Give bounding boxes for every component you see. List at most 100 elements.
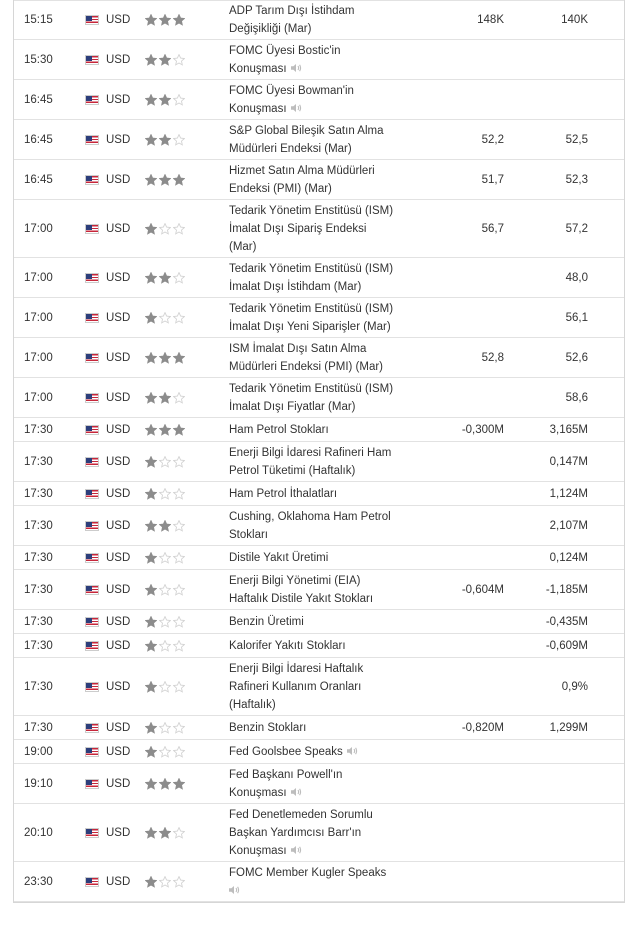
- event-name-line[interactable]: Cushing, Oklahoma Ham Petrol: [229, 510, 391, 523]
- event-row[interactable]: 17:30 USD Distile Yakıt Üretimi 0,124M: [14, 546, 624, 570]
- event-name[interactable]: Distile Yakıt Üretimi: [229, 549, 401, 567]
- event-row[interactable]: 17:00 USD Tedarik Yönetim Enstitüsü (ISM…: [14, 200, 624, 258]
- event-name[interactable]: ISM İmalat Dışı Satın Alma Müdürleri Ende…: [229, 340, 401, 376]
- event-name[interactable]: S&P Global Bileşik Satın Alma Müdürleri E…: [229, 122, 401, 158]
- event-name[interactable]: Ham Petrol Stokları: [229, 421, 401, 439]
- event-name[interactable]: FOMC Üyesi Bostic'in Konuşması: [229, 42, 401, 78]
- event-name-line[interactable]: Enerji Bilgi İdaresi Rafineri Ham: [229, 446, 392, 459]
- event-row[interactable]: 23:30 USD FOMC Member Kugler Speaks: [14, 862, 624, 902]
- event-name[interactable]: Tedarik Yönetim Enstitüsü (ISM) İmalat Dı…: [229, 202, 401, 256]
- event-name-line[interactable]: ISM İmalat Dışı Satın Alma: [229, 342, 367, 355]
- event-name[interactable]: Benzin Stokları: [229, 719, 401, 737]
- event-name[interactable]: Tedarik Yönetim Enstitüsü (ISM) İmalat Dı…: [229, 300, 401, 336]
- event-name-line[interactable]: Stokları: [229, 528, 268, 541]
- event-name-line[interactable]: FOMC Üyesi Bostic'in: [229, 44, 341, 57]
- event-row[interactable]: 17:30 USD Ham Petrol Stokları -0,300M 3,…: [14, 418, 624, 442]
- event-name-line[interactable]: Ham Petrol İthalatları: [229, 487, 338, 500]
- event-name-line[interactable]: Distile Yakıt Üretimi: [229, 551, 329, 564]
- event-name-line[interactable]: Endeksi (PMI) (Mar): [229, 182, 332, 195]
- event-name-line[interactable]: Ham Petrol Stokları: [229, 423, 329, 436]
- speaker-icon[interactable]: [346, 746, 358, 756]
- event-name-line[interactable]: Benzin Üretimi: [229, 615, 304, 628]
- event-name-line[interactable]: FOMC Üyesi Bowman'in: [229, 84, 354, 97]
- event-name-line[interactable]: Enerji Bilgi İdaresi Haftalık: [229, 662, 364, 675]
- event-row[interactable]: 17:30 USD Enerji Bilgi İdaresi Haftalık R…: [14, 658, 624, 716]
- event-name-line[interactable]: Tedarik Yönetim Enstitüsü (ISM): [229, 302, 394, 315]
- event-name[interactable]: Fed Başkanı Powell'ın Konuşması: [229, 766, 401, 802]
- event-row[interactable]: 16:45 USD Hizmet Satın Alma Müdürleri End…: [14, 160, 624, 200]
- event-name[interactable]: Enerji Bilgi İdaresi Haftalık Rafineri Ku…: [229, 660, 401, 714]
- event-row[interactable]: 17:00 USD ISM İmalat Dışı Satın Alma Müdü…: [14, 338, 624, 378]
- event-name-line[interactable]: Tedarik Yönetim Enstitüsü (ISM): [229, 262, 394, 275]
- event-name-line[interactable]: Değişikliği (Mar): [229, 23, 312, 35]
- speaker-icon[interactable]: [229, 885, 240, 895]
- event-row[interactable]: 16:45 USD FOMC Üyesi Bowman'in Konuşması: [14, 80, 624, 120]
- event-name-line[interactable]: Başkan Yardımcısı Barr'ın: [229, 826, 362, 839]
- event-name-line[interactable]: (Mar): [229, 240, 257, 253]
- event-row[interactable]: 19:00 USD Fed Goolsbee Speaks: [14, 740, 624, 764]
- event-row[interactable]: 15:15 USD ADP Tarım Dışı İstihdam Değişik…: [14, 0, 624, 40]
- event-row[interactable]: 17:30 USD Enerji Bilgi Yönetimi (EIA) Haf…: [14, 570, 624, 610]
- event-row[interactable]: 17:30 USD Cushing, Oklahoma Ham Petrol St…: [14, 506, 624, 546]
- event-row[interactable]: 17:30 USD Ham Petrol İthalatları 1,124M: [14, 482, 624, 506]
- event-row[interactable]: 17:00 USD Tedarik Yönetim Enstitüsü (ISM…: [14, 298, 624, 338]
- event-name[interactable]: Tedarik Yönetim Enstitüsü (ISM) İmalat Dı…: [229, 260, 401, 296]
- event-name[interactable]: Benzin Üretimi: [229, 613, 401, 631]
- event-name-line[interactable]: Müdürleri Endeksi (Mar): [229, 142, 352, 155]
- event-name-line[interactable]: Haftalık Distile Yakıt Stokları: [229, 592, 374, 605]
- event-row[interactable]: 16:45 USD S&P Global Bileşik Satın Alma M…: [14, 120, 624, 160]
- event-row[interactable]: 17:00 USD Tedarik Yönetim Enstitüsü (ISM…: [14, 378, 624, 418]
- event-name-line[interactable]: [229, 882, 401, 900]
- event-name-line[interactable]: İmalat Dışı Sipariş Endeksi: [229, 222, 367, 235]
- event-row[interactable]: 17:30 USD Enerji Bilgi İdaresi Rafineri …: [14, 442, 624, 482]
- event-name-line[interactable]: Fed Goolsbee Speaks: [229, 743, 401, 761]
- event-name-line[interactable]: Petrol Tüketimi (Haftalık): [229, 464, 356, 477]
- event-row[interactable]: 17:30 USD Kalorifer Yakıtı Stokları -0,6…: [14, 634, 624, 658]
- event-name-line[interactable]: İmalat Dışı İstihdam (Mar): [229, 280, 362, 293]
- event-row[interactable]: 15:30 USD FOMC Üyesi Bostic'in Konuşması: [14, 40, 624, 80]
- event-name-line[interactable]: Konuşması: [229, 60, 401, 78]
- event-row[interactable]: 17:30 USD Benzin Stokları -0,820M 1,299M: [14, 716, 624, 740]
- speaker-icon[interactable]: [290, 63, 302, 73]
- event-name-line[interactable]: (Haftalık): [229, 698, 276, 711]
- event-name-line[interactable]: Konuşması: [229, 100, 401, 118]
- event-name-line[interactable]: S&P Global Bileşik Satın Alma: [229, 124, 384, 137]
- event-name[interactable]: FOMC Üyesi Bowman'in Konuşması: [229, 82, 401, 118]
- event-name-line[interactable]: İmalat Dışı Fiyatlar (Mar): [229, 400, 356, 413]
- event-name[interactable]: Ham Petrol İthalatları: [229, 485, 401, 503]
- event-name[interactable]: Fed Goolsbee Speaks: [229, 743, 401, 761]
- speaker-icon[interactable]: [290, 845, 302, 855]
- event-name-line[interactable]: Fed Denetlemeden Sorumlu: [229, 808, 373, 821]
- event-name[interactable]: Cushing, Oklahoma Ham Petrol Stokları: [229, 508, 401, 544]
- event-name-line[interactable]: FOMC Member Kugler Speaks: [229, 866, 387, 879]
- event-name-line[interactable]: Enerji Bilgi Yönetimi (EIA): [229, 574, 361, 587]
- event-name-line[interactable]: Tedarik Yönetim Enstitüsü (ISM): [229, 382, 394, 395]
- event-name-line[interactable]: Benzin Stokları: [229, 721, 307, 734]
- event-row[interactable]: 17:00 USD Tedarik Yönetim Enstitüsü (ISM…: [14, 258, 624, 298]
- event-name[interactable]: FOMC Member Kugler Speaks: [229, 864, 401, 900]
- event-name-line[interactable]: Rafineri Kullanım Oranları: [229, 680, 362, 693]
- event-row[interactable]: 20:10 USD Fed Denetlemeden Sorumlu Başkan…: [14, 804, 624, 862]
- event-name-line[interactable]: ADP Tarım Dışı İstihdam: [229, 5, 355, 17]
- event-name-line[interactable]: Konuşması: [229, 842, 401, 860]
- event-name-line[interactable]: İmalat Dışı Yeni Siparişler (Mar): [229, 320, 391, 333]
- event-name[interactable]: Tedarik Yönetim Enstitüsü (ISM) İmalat Dı…: [229, 380, 401, 416]
- event-name[interactable]: Kalorifer Yakıtı Stokları: [229, 637, 401, 655]
- event-row[interactable]: 19:10 USD Fed Başkanı Powell'ın Konuşması: [14, 764, 624, 804]
- event-name-line[interactable]: Fed Başkanı Powell'ın: [229, 768, 343, 781]
- event-row[interactable]: 17:30 USD Benzin Üretimi -0,435M: [14, 610, 624, 634]
- speaker-icon[interactable]: [290, 103, 302, 113]
- event-name[interactable]: Enerji Bilgi İdaresi Rafineri Ham Petrol …: [229, 444, 401, 480]
- event-name[interactable]: Hizmet Satın Alma Müdürleri Endeksi (PMI)…: [229, 162, 401, 198]
- event-name-line[interactable]: Tedarik Yönetim Enstitüsü (ISM): [229, 204, 394, 217]
- event-name-line[interactable]: Hizmet Satın Alma Müdürleri: [229, 164, 375, 177]
- previous-value: 3,165M: [549, 423, 588, 436]
- event-name-line[interactable]: Kalorifer Yakıtı Stokları: [229, 639, 346, 652]
- event-time: 20:10: [24, 826, 53, 839]
- event-name[interactable]: ADP Tarım Dışı İstihdam Değişikliği (Mar): [229, 2, 401, 38]
- event-name-line[interactable]: Konuşması: [229, 784, 401, 802]
- event-name-line[interactable]: Müdürleri Endeksi (PMI) (Mar): [229, 360, 383, 373]
- event-name[interactable]: Enerji Bilgi Yönetimi (EIA) Haftalık Dist…: [229, 572, 401, 608]
- event-name[interactable]: Fed Denetlemeden Sorumlu Başkan Yardımcıs…: [229, 806, 401, 860]
- speaker-icon[interactable]: [290, 787, 302, 797]
